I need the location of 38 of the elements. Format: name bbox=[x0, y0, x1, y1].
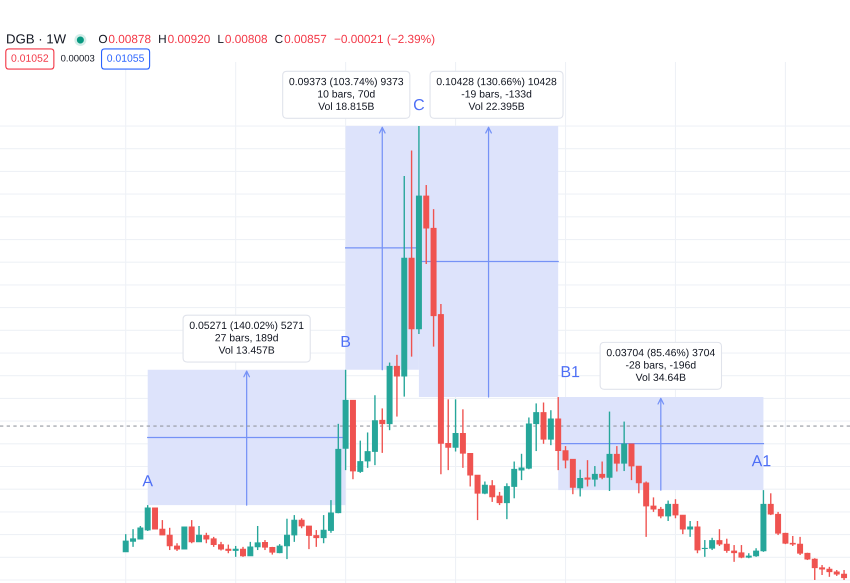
candlestick bbox=[621, 420, 628, 472]
candlestick bbox=[188, 519, 195, 544]
candlestick bbox=[394, 354, 400, 418]
candlestick bbox=[379, 408, 386, 454]
text: C0.00857 bbox=[275, 34, 326, 44]
annotation: B1 bbox=[562, 366, 580, 378]
candlestick bbox=[592, 465, 598, 488]
candlestick bbox=[240, 546, 246, 558]
candlestick bbox=[196, 525, 202, 543]
candlestick bbox=[482, 480, 488, 495]
text: C bbox=[414, 98, 424, 110]
candlestick bbox=[614, 445, 620, 472]
candlestick bbox=[584, 459, 590, 488]
annotation: A bbox=[142, 475, 153, 486]
annotation: 0.05271 (140.02%) 5271 27 bars, 189d Vol 13.457B bbox=[190, 321, 304, 354]
text: 0.00003 bbox=[60, 54, 94, 62]
candlestick bbox=[181, 526, 188, 550]
candlestick bbox=[606, 410, 612, 492]
text: H0.00920 bbox=[159, 34, 210, 44]
candlestick bbox=[599, 460, 606, 480]
text: −0.00021 (−2.39%) bbox=[334, 34, 434, 46]
annotation: A1 bbox=[752, 455, 770, 466]
candlestick bbox=[232, 545, 239, 558]
candlestick bbox=[548, 410, 554, 446]
annotation: B bbox=[342, 336, 350, 347]
candlestick bbox=[694, 520, 700, 554]
candlestick bbox=[577, 468, 584, 498]
text: 0.01052 bbox=[11, 54, 48, 62]
text: 0.09373 (103.74%) 9373 10 bars, 70d Vol 18.815B bbox=[289, 78, 404, 110]
candlestick bbox=[665, 500, 672, 522]
candlestick bbox=[452, 398, 459, 452]
chart-title: DGB · 1W bbox=[7, 34, 66, 44]
text: L0.00808 bbox=[218, 34, 268, 44]
text: 0.01055 bbox=[107, 54, 144, 62]
text: 0.10428 (130.66%) 10428 -19 bars, -133d Vol 22.395B bbox=[436, 78, 556, 110]
candlestick bbox=[687, 520, 694, 538]
annotation: 0.03704 (85.46%) 3704 -28 bars, -196d Vol 34.64B bbox=[606, 348, 715, 381]
text: O0.00878 bbox=[98, 34, 151, 44]
